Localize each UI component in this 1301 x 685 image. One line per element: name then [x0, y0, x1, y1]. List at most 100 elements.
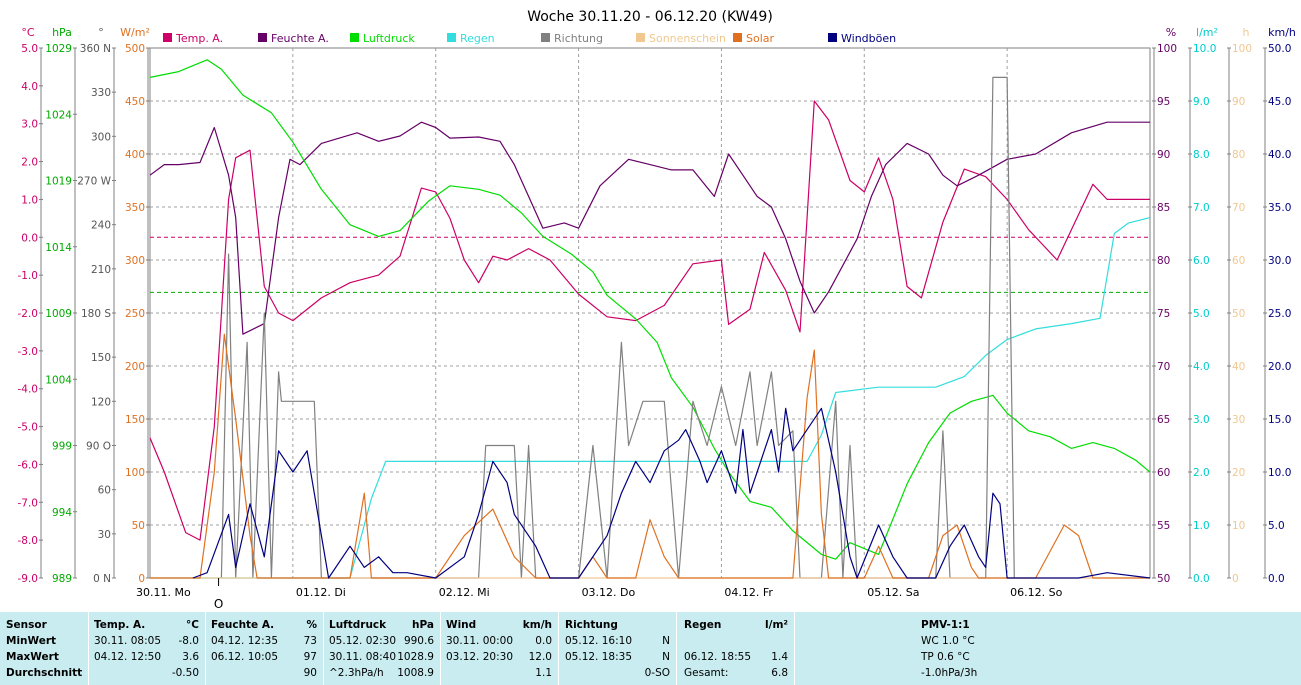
stats-header-press: Luftdruck [329, 619, 387, 631]
stats-header-wind: Wind [446, 619, 477, 631]
axis-tick-label: 250 [125, 308, 145, 320]
axis-tick-label: 350 [125, 202, 145, 214]
stats-wind-min-time: 30.11. 00:00 [446, 635, 513, 647]
stats-rain-max-val: 1.4 [771, 651, 788, 663]
axis-tick-label: 300 [91, 131, 111, 143]
stats-dir-min-time: 05.12. 16:10 [565, 635, 632, 647]
axis-tick-label: 1014 [45, 242, 72, 254]
axis-tick-label: 0 N [93, 573, 111, 585]
axis-tick-label: 500 [125, 43, 145, 55]
stats-block-dir: Richtung 05.12. 16:10 N 05.12. 18:35 N 0… [559, 612, 677, 685]
axis-tick-label: 270 W [77, 176, 111, 188]
axis-tick-label: 1024 [45, 109, 72, 121]
axis-tick-label: 60 [98, 485, 111, 497]
axis-tick-label: 10.0 [1268, 467, 1291, 479]
stats-header-pmv: PMV-1:1 [921, 619, 970, 631]
axis-unit-label: l/m² [1196, 26, 1218, 39]
stats-row-min-label: MinWert [6, 635, 57, 647]
stats-header-rain: Regen [684, 619, 722, 631]
stats-hum-max-time: 06.12. 10:05 [211, 651, 278, 663]
stats-temp-min-val: -8.0 [178, 635, 200, 647]
legend-swatch [163, 33, 172, 42]
axis-tick-label: 10 [1232, 520, 1245, 532]
stats-dir-min-val: N [662, 635, 670, 647]
axis-tick-label: 10.0 [1193, 43, 1216, 55]
x-tick-label: 04.12. Fr [724, 586, 773, 599]
stats-unit-press: hPa [412, 619, 434, 631]
legend-label: Temp. A. [175, 32, 223, 45]
legend-label: Sonnenschein [649, 32, 726, 45]
axis-tick-label: 240 [91, 220, 111, 232]
axis-tick-label: 7.0 [1193, 202, 1210, 214]
legend-label: Solar [746, 32, 775, 45]
stats-rain-total-label: Gesamt: [684, 667, 729, 679]
axis-tick-label: 20.0 [1268, 361, 1291, 373]
axis-tick-label: 100 [125, 467, 145, 479]
axis-tick-label: 90 [1232, 96, 1245, 108]
axis-tick-label: 35.0 [1268, 202, 1291, 214]
axis-tick-label: 5.0 [1268, 520, 1285, 532]
axis-tick-label: -4.0 [18, 384, 39, 396]
legend-label: Windböen [841, 32, 896, 45]
stats-unit-rain: l/m² [765, 619, 788, 631]
axis-tick-label: 1029 [45, 43, 72, 55]
axis-tick-label: 70 [1157, 361, 1170, 373]
axis-unit-label: W/m² [120, 26, 150, 39]
x-tick-label: 01.12. Di [296, 586, 346, 599]
stats-pmv-wc: WC 1.0 °C [921, 635, 975, 647]
stats-hum-min-time: 04.12. 12:35 [211, 635, 278, 647]
stats-press-avg-val: 1008.9 [397, 667, 434, 679]
stats-row-avg-label: Durchschnitt [6, 667, 83, 679]
stats-unit-temp: °C [186, 619, 199, 631]
axis-tick-label: 45.0 [1268, 96, 1291, 108]
axis-tick-label: -5.0 [18, 422, 39, 434]
axis-tick-label: 55 [1157, 520, 1170, 532]
stats-wind-max-time: 03.12. 20:30 [446, 651, 513, 663]
stats-pmv-tp: TP 0.6 °C [921, 651, 970, 663]
axis-tick-label: 100 [1232, 43, 1252, 55]
axis-tick-label: 989 [52, 573, 72, 585]
axis-tick-label: -1.0 [18, 270, 39, 282]
axis-unit-label: hPa [52, 26, 72, 39]
axis-tick-label: 50 [1232, 308, 1245, 320]
axis-tick-label: 6.0 [1193, 255, 1210, 267]
axis-tick-label: 85 [1157, 202, 1170, 214]
axis-tick-label: -8.0 [18, 535, 39, 547]
axis-tick-label: 210 [91, 264, 111, 276]
stats-row-max-label: MaxWert [6, 651, 59, 663]
x-tick-label: 30.11. Mo [136, 586, 191, 599]
stats-temp-max-val: 3.6 [182, 651, 199, 663]
legend-label: Richtung [554, 32, 603, 45]
axis-tick-label: 2.0 [21, 157, 38, 169]
stats-wind-avg-val: 1.1 [535, 667, 552, 679]
legend-swatch [541, 33, 550, 42]
axis-tick-label: 0.0 [21, 232, 38, 244]
axis-tick-label: 75 [1157, 308, 1170, 320]
axis-tick-label: 25.0 [1268, 308, 1291, 320]
axis-tick-label: 70 [1232, 202, 1245, 214]
axis-tick-label: 0 [138, 573, 145, 585]
series-line [150, 217, 1151, 579]
axis-tick-label: 90 O [86, 441, 111, 453]
stats-header-sensor: Sensor [6, 619, 47, 631]
axis-tick-label: 150 [125, 414, 145, 426]
axis-tick-label: 40 [1232, 361, 1245, 373]
axis-tick-label: 100 [1157, 43, 1177, 55]
axis-tick-label: 5.0 [21, 43, 38, 55]
axis-tick-label: -2.0 [18, 308, 39, 320]
stats-wind-max-val: 12.0 [528, 651, 552, 663]
current-time-marker: O [214, 597, 223, 611]
axis-unit-label: °C [21, 26, 35, 39]
axis-tick-label: 120 [91, 396, 111, 408]
axis-tick-label: 30 [1232, 414, 1245, 426]
stats-block-wind: Wind km/h 30.11. 00:00 0.0 03.12. 20:30 … [441, 612, 559, 685]
axis-tick-label: 5.0 [1193, 308, 1210, 320]
stats-header-dir: Richtung [565, 619, 618, 631]
axis-tick-label: 60 [1157, 467, 1170, 479]
series-line [149, 121, 1150, 335]
axis-tick-label: 200 [125, 361, 145, 373]
axis-tick-label: 360 N [80, 43, 111, 55]
axis-tick-label: 1.0 [21, 194, 38, 206]
x-tick-label: 05.12. Sa [867, 586, 919, 599]
axis-tick-label: 15.0 [1268, 414, 1291, 426]
